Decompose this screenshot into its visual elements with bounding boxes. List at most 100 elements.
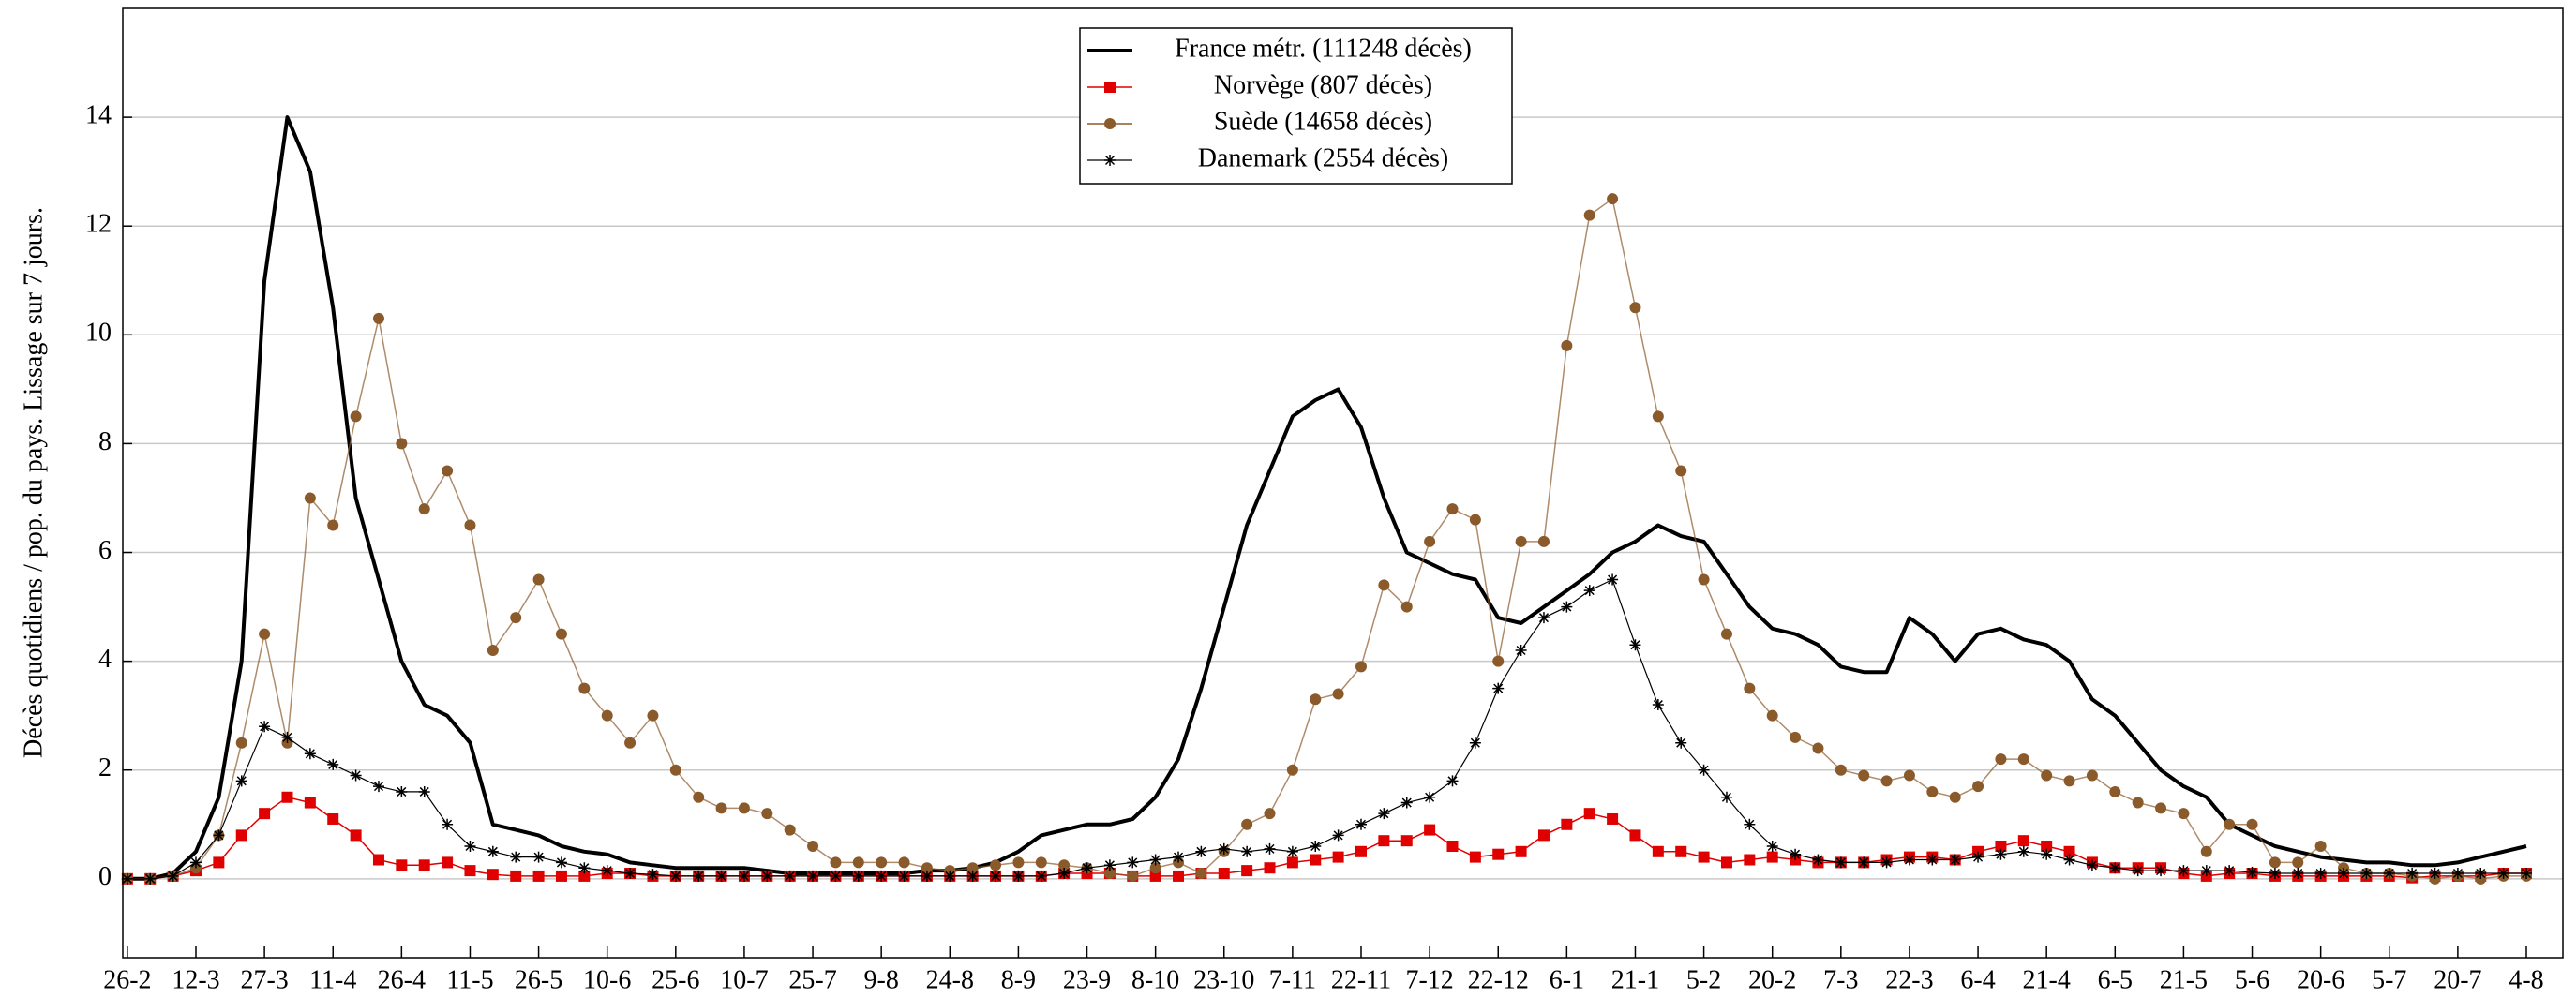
data-point [2292, 856, 2304, 869]
data-point [2224, 865, 2236, 877]
data-point [1515, 845, 1527, 857]
series-line [127, 198, 2526, 880]
data-point [2041, 840, 2053, 852]
data-point [1835, 764, 1847, 776]
legend: France métr. (111248 décès) Norvège (807 … [1079, 27, 1513, 185]
data-point [1469, 737, 1481, 749]
data-point [1058, 868, 1071, 880]
data-point [1264, 842, 1276, 855]
data-point [2521, 868, 2532, 880]
data-point [761, 870, 773, 882]
data-point [1607, 573, 1619, 586]
x-tick-label: 10-7 [720, 965, 768, 994]
data-point [2246, 866, 2258, 878]
data-point [1790, 848, 1802, 860]
data-point [1469, 851, 1481, 863]
data-point [2200, 865, 2212, 877]
legend-label: France métr. (111248 décès) [1175, 34, 1472, 63]
x-tick-label: 20-2 [1748, 965, 1796, 994]
data-point [1583, 209, 1595, 221]
data-point [647, 869, 659, 881]
data-point [1744, 682, 1756, 694]
data-point [2132, 865, 2144, 877]
data-point [1035, 856, 1047, 869]
data-point [1926, 854, 1939, 866]
y-tick-label: 6 [98, 536, 112, 565]
y-tick-label: 2 [98, 753, 112, 782]
x-tick-label: 25-6 [651, 965, 699, 994]
data-point [1286, 856, 1298, 869]
data-point [2155, 802, 2167, 814]
data-point [807, 870, 819, 882]
data-point [2314, 868, 2327, 880]
data-point [2017, 835, 2029, 847]
data-point [966, 862, 979, 874]
grid [123, 116, 2563, 880]
data-point [372, 312, 384, 324]
data-point [2314, 840, 2327, 852]
data-point [1675, 845, 1687, 857]
data-point [1537, 829, 1550, 842]
data-point [715, 802, 727, 814]
x-tick-label: 7-3 [1823, 965, 1858, 994]
y-tick-label: 0 [98, 862, 112, 891]
data-point [2041, 848, 2053, 860]
data-point [715, 870, 727, 882]
data-point [464, 519, 476, 531]
data-point [532, 870, 545, 882]
data-point [1127, 870, 1139, 882]
x-tick-label: 22-3 [1885, 965, 1933, 994]
x-tick-label: 21-1 [1611, 965, 1659, 994]
data-point [1995, 753, 2007, 766]
data-point [1561, 601, 1573, 613]
data-point [1698, 573, 1710, 586]
data-point [2041, 769, 2053, 782]
data-point [852, 856, 864, 869]
data-point [693, 791, 705, 803]
data-point [1149, 854, 1161, 866]
data-point [2429, 868, 2441, 880]
data-point [1583, 585, 1595, 597]
data-point [1127, 856, 1139, 869]
x-tick-label: 21-5 [2160, 965, 2208, 994]
data-point [2109, 785, 2121, 797]
data-point [259, 628, 271, 640]
data-point [372, 781, 384, 793]
data-point [2178, 808, 2190, 820]
data-point [990, 859, 1002, 871]
data-point [1446, 775, 1459, 787]
x-tick-label: 5-7 [2372, 965, 2406, 994]
data-point [2246, 818, 2258, 830]
data-point [1446, 840, 1459, 852]
data-point [738, 870, 750, 882]
data-point [327, 812, 339, 825]
x-tick-label: 8-9 [1001, 965, 1036, 994]
y-tick-label: 14 [85, 101, 112, 130]
data-point [1880, 775, 1893, 787]
data-point [1058, 859, 1071, 871]
data-point [1469, 514, 1481, 526]
x-tick-label: 6-5 [2098, 965, 2133, 994]
series-line [127, 578, 2526, 880]
data-point [1720, 628, 1732, 640]
data-point [281, 731, 293, 743]
data-point [966, 870, 979, 882]
data-point [350, 410, 362, 423]
data-point [396, 438, 408, 450]
data-point [1537, 612, 1550, 624]
data-point [418, 859, 430, 871]
data-point [2063, 845, 2075, 857]
data-point [1561, 339, 1573, 351]
data-point [1537, 535, 1550, 547]
x-tick-label: 23-9 [1063, 965, 1111, 994]
x-tick-label: 9-8 [864, 965, 899, 994]
y-tick-label: 4 [98, 645, 112, 674]
data-point [1446, 503, 1459, 515]
data-point [1264, 808, 1276, 820]
plot-frame [122, 7, 2564, 959]
data-point [1424, 535, 1436, 547]
data-point [510, 612, 522, 624]
data-point [487, 645, 499, 657]
data-point [2155, 865, 2167, 877]
data-point [784, 870, 796, 882]
